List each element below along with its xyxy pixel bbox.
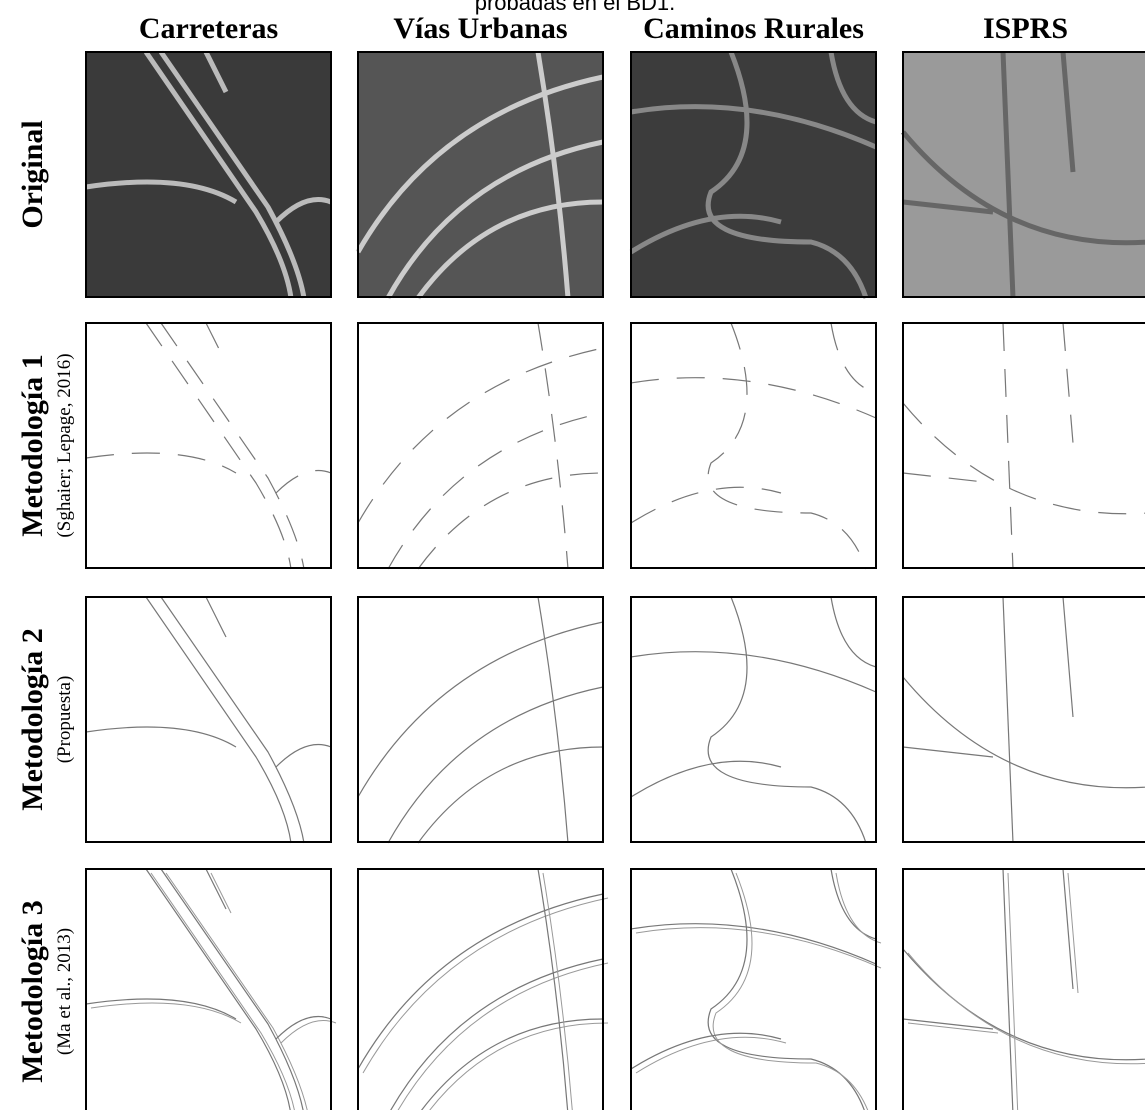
panel-background	[358, 597, 603, 842]
row-subtitle: (Ma et al., 2013)	[54, 928, 75, 1055]
figure: probadas en el BD1. CarreterasVías Urban…	[0, 0, 1145, 1110]
panel	[631, 323, 876, 569]
panel-background	[903, 597, 1145, 842]
row-subtitle: (Propuesta)	[54, 676, 75, 764]
panel-background	[358, 869, 603, 1110]
row-title: Metodología 1	[16, 354, 49, 536]
panel-background	[631, 597, 876, 842]
panel-background	[903, 869, 1145, 1110]
panel	[86, 323, 331, 569]
column-header: ISPRS	[983, 12, 1068, 45]
panel	[631, 52, 876, 298]
column-header: Caminos Rurales	[643, 12, 864, 45]
panel-background	[86, 323, 331, 568]
panel-background	[903, 323, 1145, 568]
panel	[903, 597, 1145, 843]
column-header: Vías Urbanas	[393, 12, 567, 45]
panel-background	[86, 597, 331, 842]
panel	[631, 869, 881, 1110]
panel-background	[86, 869, 331, 1110]
panel	[903, 323, 1145, 569]
panel	[358, 52, 603, 298]
panel	[903, 52, 1145, 298]
column-header: Carreteras	[139, 12, 278, 45]
panel	[631, 597, 876, 843]
row-title: Original	[16, 120, 49, 228]
panel	[86, 869, 336, 1110]
panel-background	[903, 52, 1145, 297]
panel-background	[631, 323, 876, 568]
panel-background	[631, 869, 876, 1110]
panel	[86, 52, 331, 298]
row-subtitle: (Sghaier; Lepage, 2016)	[54, 353, 75, 537]
panel	[358, 597, 603, 843]
panel	[358, 869, 608, 1110]
panel	[903, 869, 1145, 1110]
row-title: Metodología 2	[16, 628, 49, 810]
page: {"caption": "probadas en el BD1.", "colu…	[0, 0, 1145, 1110]
panel	[358, 323, 603, 569]
row-title: Metodología 3	[16, 900, 49, 1082]
panel-background	[358, 323, 603, 568]
panel	[86, 597, 331, 843]
